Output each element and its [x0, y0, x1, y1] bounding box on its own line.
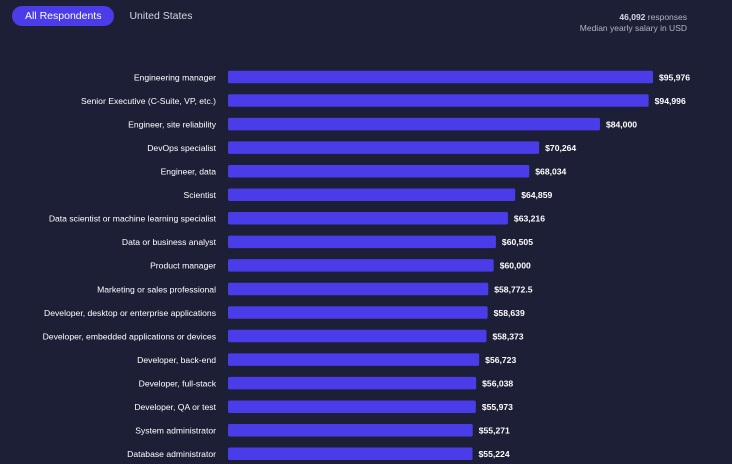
category-label-data-or-business-analyst: Data or business analyst: [122, 237, 217, 247]
bar-developer-embedded-applications-or-devices[interactable]: [228, 329, 487, 343]
category-label-developer-back-end: Developer, back-end: [137, 355, 216, 365]
value-label-product-manager: $60,000: [500, 261, 531, 271]
category-label-product-manager: Product manager: [150, 261, 216, 271]
category-label-engineer-site-reliability: Engineer, site reliability: [128, 119, 217, 129]
tab-all-respondents[interactable]: All Respondents: [12, 6, 115, 26]
category-label-data-scientist-or-machine-learning-specialist: Data scientist or machine learning speci…: [49, 214, 217, 224]
bar-engineer-data[interactable]: [228, 164, 530, 178]
bar-database-administrator[interactable]: [228, 447, 473, 461]
bar-engineer-site-reliability[interactable]: [228, 117, 600, 131]
bar-developer-back-end[interactable]: [228, 353, 480, 366]
value-label-developer-qa-or-test: $55,973: [482, 402, 513, 412]
value-label-engineering-manager: $95,976: [659, 72, 690, 82]
value-label-marketing-or-sales-professional: $58,772.5: [494, 284, 532, 294]
chart-subtitle: Median yearly salary in USD: [579, 23, 687, 33]
bar-data-scientist-or-machine-learning-specialist[interactable]: [228, 212, 508, 225]
value-label-engineer-data: $68,034: [535, 167, 566, 177]
responses-label: responses: [647, 12, 687, 22]
value-label-data-or-business-analyst: $60,505: [502, 237, 533, 247]
responses-count: 46,092: [619, 12, 646, 22]
bar-marketing-or-sales-professional[interactable]: [228, 282, 489, 296]
category-label-marketing-or-sales-professional: Marketing or sales professional: [97, 284, 216, 294]
bar-product-manager[interactable]: [228, 259, 494, 272]
value-label-devops-specialist: $70,264: [545, 143, 576, 153]
value-label-database-administrator: $55,224: [479, 449, 510, 459]
respondent-tabs: All Respondents United States: [12, 6, 206, 26]
bar-developer-desktop-or-enterprise-applications[interactable]: [228, 306, 488, 319]
value-label-data-scientist-or-machine-learning-specialist: $63,216: [514, 214, 545, 224]
bar-scientist[interactable]: [228, 188, 516, 202]
value-label-system-administrator: $55,271: [479, 426, 510, 436]
category-label-engineering-manager: Engineering manager: [134, 72, 216, 82]
bar-system-administrator[interactable]: [228, 424, 473, 437]
category-label-devops-specialist: DevOps specialist: [147, 143, 216, 153]
category-label-developer-full-stack: Developer, full-stack: [139, 378, 217, 388]
category-label-scientist: Scientist: [184, 190, 217, 200]
bar-developer-qa-or-test[interactable]: [228, 400, 476, 413]
category-label-developer-embedded-applications-or-devices: Developer, embedded applications or devi…: [43, 331, 216, 341]
category-label-system-administrator: System administrator: [135, 426, 216, 436]
bar-devops-specialist[interactable]: [228, 141, 540, 154]
category-label-developer-desktop-or-enterprise-applications: Developer, desktop or enterprise applica…: [44, 308, 216, 318]
tab-united-states[interactable]: United States: [129, 10, 193, 22]
value-label-developer-desktop-or-enterprise-applications: $58,639: [494, 308, 525, 318]
chart-meta: 46,092 responses Median yearly salary in…: [580, 12, 687, 34]
value-label-scientist: $64,859: [521, 190, 552, 200]
value-label-engineer-site-reliability: $84,000: [606, 119, 637, 129]
bar-data-or-business-analyst[interactable]: [228, 235, 496, 249]
value-label-developer-back-end: $56,723: [485, 355, 516, 365]
category-label-senior-executive-c-suite-vp-etc: Senior Executive (C-Suite, VP, etc.): [81, 96, 216, 106]
category-label-developer-qa-or-test: Developer, QA or test: [134, 402, 216, 412]
value-label-developer-full-stack: $56,038: [482, 378, 513, 388]
bar-engineering-manager[interactable]: [228, 70, 653, 84]
category-label-engineer-data: Engineer, data: [161, 167, 217, 177]
bar-senior-executive-c-suite-vp-etc[interactable]: [228, 94, 649, 107]
responses-line: 46,092 responses: [580, 12, 687, 23]
category-label-database-administrator: Database administrator: [127, 449, 216, 459]
value-label-senior-executive-c-suite-vp-etc: $94,996: [655, 96, 686, 106]
bar-developer-full-stack[interactable]: [228, 376, 477, 390]
value-label-developer-embedded-applications-or-devices: $58,373: [492, 331, 523, 341]
